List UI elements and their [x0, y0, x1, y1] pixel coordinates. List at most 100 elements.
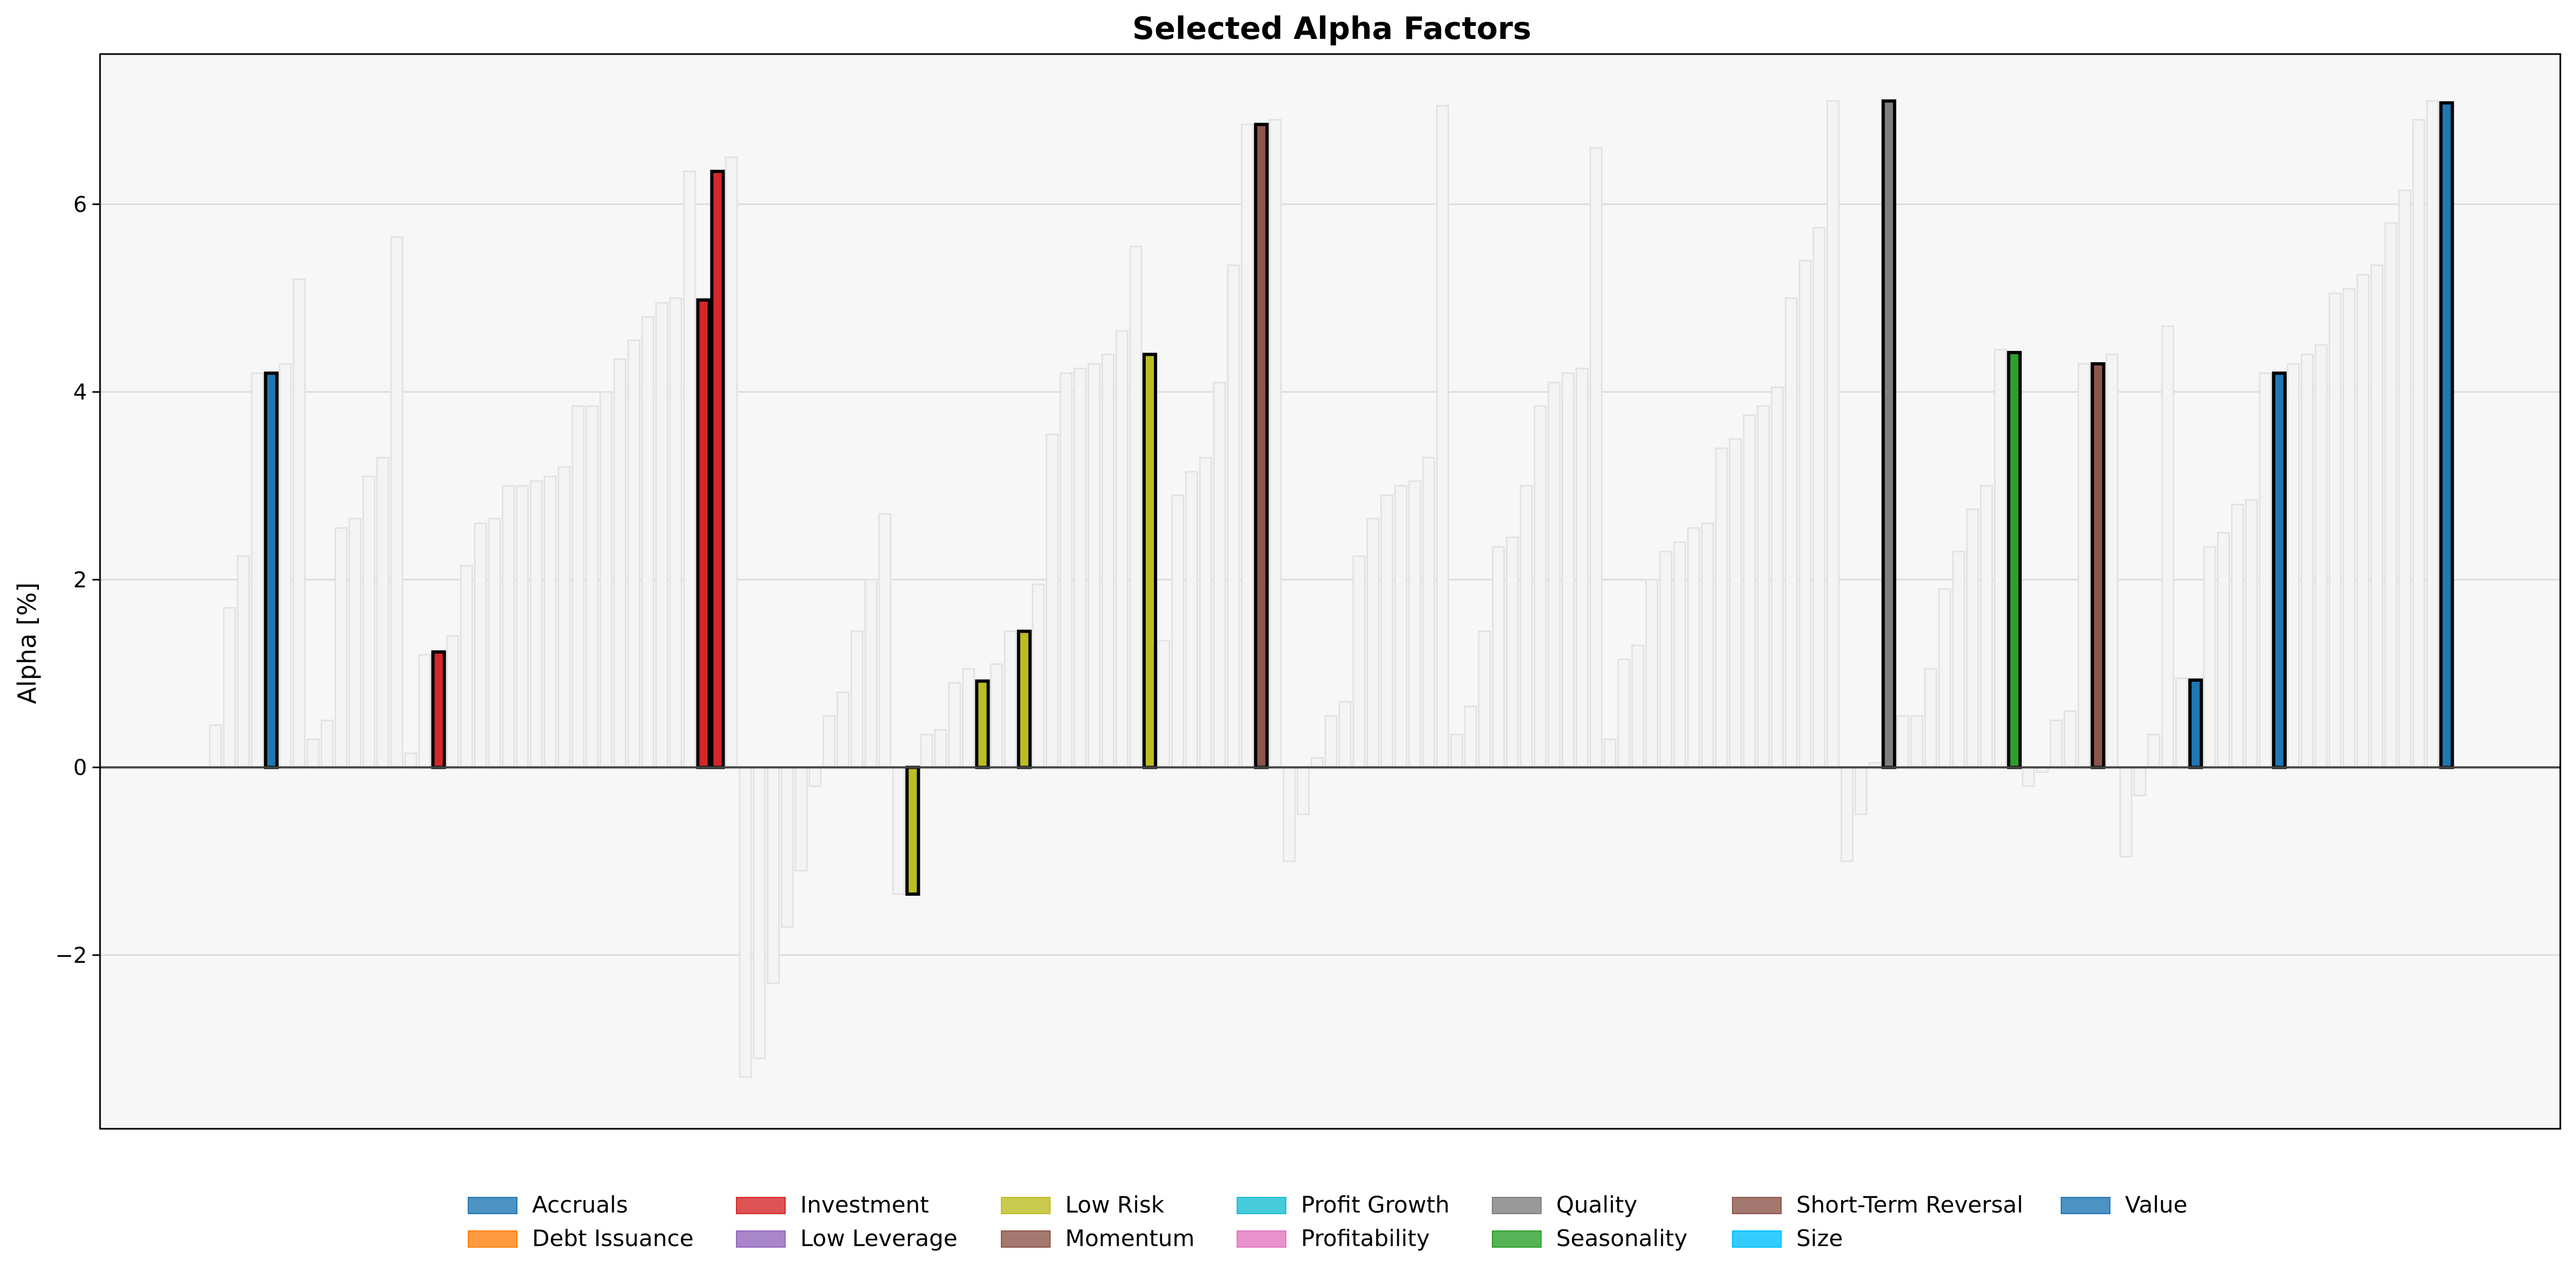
bar-background — [836, 691, 850, 769]
bar-selected — [975, 679, 990, 769]
bar-selected — [2090, 362, 2106, 769]
bar-background — [808, 767, 822, 787]
bar-background — [1757, 405, 1770, 769]
bar-background — [1827, 100, 1840, 769]
legend-swatch — [468, 1197, 517, 1214]
legend-swatch — [468, 1230, 517, 1248]
bar-background — [1910, 715, 1923, 769]
bar-background — [2245, 499, 2258, 769]
bar-background — [334, 527, 348, 769]
bar-background — [1994, 349, 2007, 769]
bar-background — [1575, 368, 1589, 769]
bar-background — [1854, 767, 1868, 815]
bar-background — [2287, 363, 2300, 769]
bar-background — [418, 654, 431, 769]
bar-background — [2077, 363, 2091, 769]
bar-background — [1408, 480, 1422, 769]
bar-background — [1199, 457, 1212, 769]
bar-background — [1743, 414, 1756, 769]
bar-background — [1157, 640, 1171, 769]
bar-background — [543, 475, 557, 769]
legend-label: Debt Issuance — [532, 1225, 694, 1251]
legend-label: Low Risk — [1065, 1191, 1165, 1218]
bar-selected — [696, 298, 711, 769]
bar-background — [2133, 767, 2147, 797]
bar-background — [1436, 104, 1450, 769]
bar-background — [2426, 100, 2440, 769]
legend: Accruals Debt Issuance Investment Low Lever… — [468, 1191, 2187, 1251]
legend-swatch — [1237, 1197, 1286, 1214]
bar-background — [515, 485, 529, 769]
legend-label: Accruals — [532, 1191, 628, 1218]
bar-background — [780, 767, 794, 928]
bar-background — [1924, 668, 1937, 769]
bar-background — [2175, 677, 2188, 769]
bar-background — [2217, 531, 2230, 769]
bar-selected — [710, 170, 725, 769]
bar-background — [599, 391, 613, 769]
bar-selected — [1142, 352, 1157, 769]
bar-background — [1115, 330, 1128, 769]
bar-background — [1464, 705, 1477, 769]
bar-background — [557, 466, 571, 769]
bar-background — [753, 767, 766, 1060]
bar-background — [1505, 536, 1519, 769]
bar-background — [293, 278, 306, 769]
bar-background — [362, 475, 376, 769]
legend-label: Investment — [800, 1191, 929, 1218]
bar-background — [1798, 259, 1812, 769]
bar-background — [2370, 264, 2384, 769]
y-tick-label: −2 — [55, 943, 87, 968]
bar-background — [2356, 274, 2370, 769]
bar-background — [613, 358, 627, 769]
bar-background — [1213, 382, 1226, 769]
bar-background — [2230, 503, 2245, 769]
bar-background — [2398, 189, 2412, 769]
y-tick-label: 2 — [74, 568, 87, 592]
bar-background — [990, 663, 1003, 769]
bar-background — [1366, 517, 1380, 769]
bar-background — [1938, 588, 1951, 769]
bar-background — [1045, 433, 1059, 769]
bar-background — [1645, 578, 1658, 769]
bar-background — [1004, 630, 1017, 769]
bar-background — [2161, 325, 2175, 769]
bar-background — [1966, 508, 1980, 769]
legend-label: Low Leverage — [800, 1225, 958, 1251]
bar-background — [1896, 715, 1910, 769]
legend-label: Profit Growth — [1301, 1191, 1450, 1218]
bar-background — [1310, 757, 1324, 769]
legend-swatch — [1001, 1197, 1051, 1214]
legend-label: Momentum — [1065, 1225, 1194, 1251]
bar-background — [237, 555, 250, 769]
bar-background — [223, 607, 236, 769]
y-tick-label: 6 — [74, 192, 87, 217]
bar-background — [348, 517, 362, 769]
bar-background — [1533, 405, 1547, 769]
bar-background — [962, 668, 975, 769]
bar-background — [474, 522, 487, 769]
legend-label: Seasonality — [1556, 1225, 1688, 1251]
bar-background — [1380, 494, 1393, 769]
bar-background — [683, 170, 696, 769]
bar-background — [1715, 447, 1728, 769]
bar-background — [1519, 485, 1533, 769]
bar-selected — [1881, 99, 1896, 769]
bar-background — [1589, 147, 1603, 769]
bar-background — [1073, 368, 1087, 769]
bar-background — [1087, 363, 1101, 769]
bar-background — [2063, 710, 2077, 769]
y-tick-label: 4 — [74, 380, 87, 405]
bar-background — [1185, 471, 1198, 769]
bar-background — [1394, 485, 1407, 769]
bar-background — [320, 720, 334, 769]
bar-background — [920, 734, 933, 769]
bar-background — [1840, 767, 1854, 862]
bar-background — [1687, 527, 1701, 769]
bar-selected — [2272, 371, 2287, 769]
bar-background — [1980, 485, 1993, 769]
bar-background — [669, 297, 682, 769]
bar-background — [1269, 119, 1282, 769]
bar-background — [1952, 550, 1966, 769]
bar-background — [2342, 288, 2356, 769]
